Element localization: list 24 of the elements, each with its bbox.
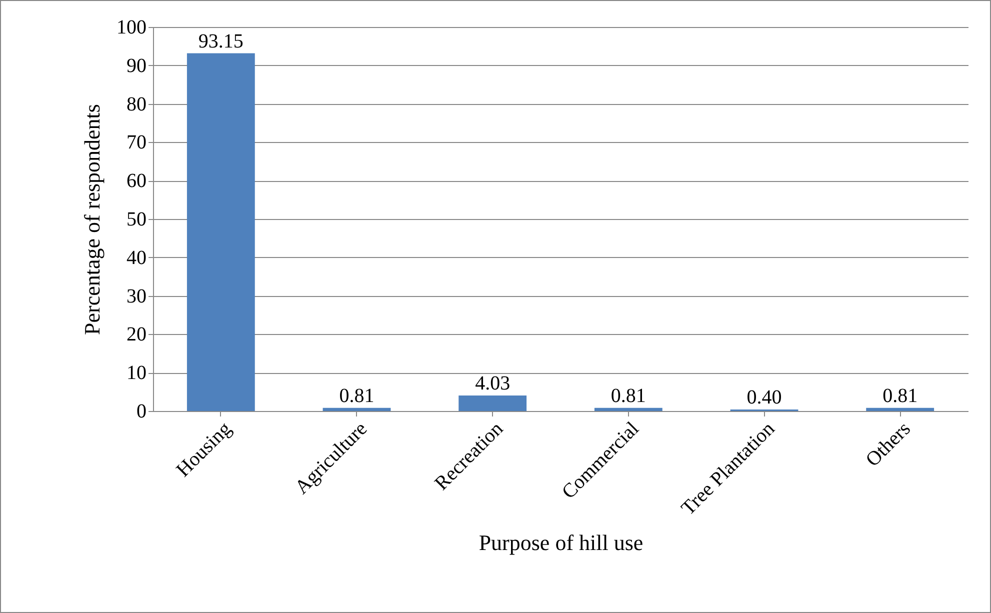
y-tick-label: 10 [126, 362, 146, 384]
y-tick-label: 20 [126, 324, 146, 346]
data-label: 0.81 [339, 384, 374, 407]
y-tick-label: 90 [126, 54, 146, 77]
y-tick-label: 40 [126, 246, 146, 269]
y-tick-label: 70 [126, 132, 146, 154]
y-tick-label: 50 [126, 208, 146, 230]
y-axis-title: Percentage of respondents [80, 104, 104, 335]
y-tick-label: 100 [116, 16, 146, 38]
data-label: 0.81 [610, 384, 646, 407]
bar [594, 408, 662, 411]
data-label: 93.15 [198, 30, 244, 52]
data-label: 0.40 [746, 386, 782, 408]
bar [186, 53, 255, 411]
bar [866, 408, 934, 411]
bar [458, 396, 527, 411]
bar [322, 408, 391, 411]
x-axis-title: Purpose of hill use [478, 530, 644, 555]
y-tick-label: 30 [126, 285, 146, 308]
y-tick-label: 60 [126, 170, 146, 192]
y-tick-label: 80 [126, 93, 146, 116]
data-label: 4.03 [475, 372, 510, 395]
data-label: 0.81 [882, 384, 918, 407]
y-tick-label: 0 [136, 400, 146, 422]
